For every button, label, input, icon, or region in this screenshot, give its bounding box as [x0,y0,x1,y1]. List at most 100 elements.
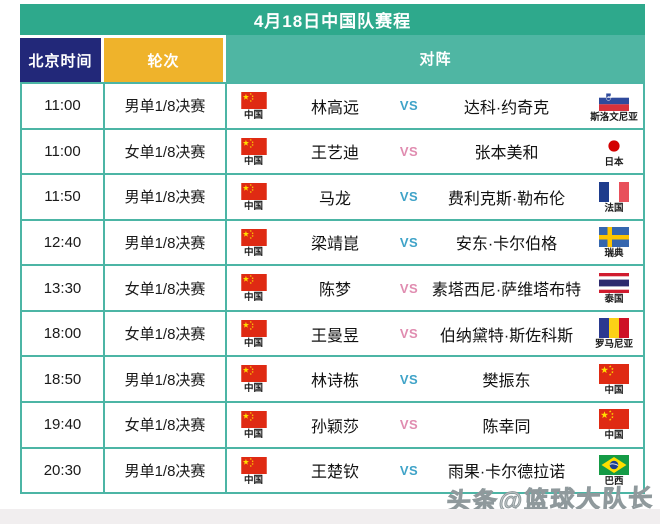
flag-ro-icon [599,318,629,339]
table-row: 20:30 男单1/8决赛 中国 王楚钦 VS 雨果·卡尔德拉诺 巴西 [22,446,643,493]
matchup-cell: 中国 王艺迪 VS 张本美和 日本 [227,130,643,174]
match-time: 20:30 [22,448,105,493]
player-name: 马龙 [318,190,351,208]
opponent-name: 陈幸同 [482,418,531,436]
player-name: 梁靖崑 [310,236,359,254]
match-round: 男单1/8决赛 [105,448,227,493]
flag-cn-icon [240,92,268,110]
player-country-label: 中国 [243,110,263,122]
opponent-name: 安东·卡尔伯格 [455,236,558,254]
col-header-round: 轮次 [104,38,223,82]
opponent-flag-box: 法国 [585,175,643,219]
opponent-flag-box: 斯洛文尼亚 [585,84,643,128]
opponent-name: 张本美和 [474,145,539,163]
match-round: 女单1/8决赛 [105,402,227,447]
table-row: 11:00 女单1/8决赛 中国 王艺迪 VS 张本美和 日本 [22,127,643,174]
match-time: 18:50 [22,357,105,401]
table-body: 11:00 男单1/8决赛 中国 林高远 VS 达科·约奇克 斯洛文尼亚 11:… [20,82,645,494]
vs-label: VS [399,189,419,205]
player-country-label: 中国 [243,383,263,395]
player-name: 林诗栋 [310,373,359,391]
match-time: 12:40 [22,220,105,265]
opponent-country-label: 中国 [604,384,624,396]
match-round: 男单1/8决赛 [105,357,227,401]
col-header-beijing-time: 北京时间 [20,38,101,82]
player-name: 王楚钦 [310,464,359,482]
matchup-cell: 中国 林高远 VS 达科·约奇克 斯洛文尼亚 [227,84,643,128]
match-round: 女单1/8决赛 [105,266,227,310]
matchup-cell: 中国 孙颖莎 VS 陈幸同 中国 [227,403,643,447]
player-name: 陈梦 [318,282,351,300]
flag-cn-icon [240,456,268,474]
player-flag-box: 中国 [227,357,280,401]
flag-cn-icon [240,183,268,201]
player-country-label: 中国 [243,474,263,486]
opponent-flag-box: 中国 [585,403,643,447]
player-flag-box: 中国 [227,312,280,356]
matchup-cell: 中国 梁靖崑 VS 安东·卡尔伯格 瑞典 [227,221,643,265]
player-country-label: 中国 [243,155,263,167]
match-time: 11:50 [22,175,105,219]
match-time: 18:00 [22,311,105,356]
table-row: 19:40 女单1/8决赛 中国 孙颖莎 VS 陈幸同 中国 [22,400,643,447]
vs-label: VS [399,143,419,159]
opponent-flag-box: 泰国 [585,266,643,310]
col-header-matchup: 对阵 [226,35,645,82]
vs-label: VS [399,326,419,342]
opponent-country-label: 日本 [604,157,624,169]
flag-cn-icon [240,410,268,428]
matchup-cell: 中国 马龙 VS 费利克斯·勒布伦 法国 [227,175,643,219]
flag-th-icon [599,272,629,293]
flag-br-icon [599,455,629,476]
opponent-name: 伯纳黛特·斯佐科斯 [439,327,574,345]
flag-cn-icon [240,137,268,155]
player-country-label: 中国 [243,201,263,213]
player-country-label: 中国 [243,292,263,304]
flag-cn-icon [240,365,268,383]
match-round: 女单1/8决赛 [105,129,227,174]
table-row: 13:30 女单1/8决赛 中国 陈梦 VS 素塔西尼·萨维塔布特 泰国 [22,264,643,310]
player-flag-box: 中国 [227,449,280,493]
table-row: 18:00 女单1/8决赛 中国 王曼昱 VS 伯纳黛特·斯佐科斯 罗马尼亚 [22,309,643,356]
opponent-name: 素塔西尼·萨维塔布特 [431,282,582,300]
player-flag-box: 中国 [227,84,280,128]
vs-label: VS [399,371,419,387]
bottom-band [0,509,660,524]
vs-label: VS [399,234,419,250]
vs-label: VS [399,280,419,296]
match-time: 11:00 [22,129,105,174]
opponent-country-label: 中国 [604,430,624,442]
player-name: 林高远 [310,99,359,117]
flag-se-icon [599,227,629,248]
player-name: 王艺迪 [310,145,359,163]
flag-fr-icon [599,181,629,202]
matchup-cell: 中国 陈梦 VS 素塔西尼·萨维塔布特 泰国 [227,266,643,310]
opponent-flag-box: 罗马尼亚 [585,312,643,356]
match-round: 男单1/8决赛 [105,175,227,219]
flag-si-icon [599,90,629,111]
vs-label: VS [399,98,419,114]
player-flag-box: 中国 [227,266,280,310]
opponent-name: 费利克斯·勒布伦 [447,190,566,208]
flag-cn-icon [240,319,268,337]
opponent-country-label: 瑞典 [604,248,624,260]
flag-cn-icon [240,228,268,246]
opponent-country-label: 罗马尼亚 [594,339,633,351]
player-flag-box: 中国 [227,403,280,447]
player-flag-box: 中国 [227,175,280,219]
table-row: 11:00 男单1/8决赛 中国 林高远 VS 达科·约奇克 斯洛文尼亚 [22,84,643,128]
match-time: 19:40 [22,402,105,447]
table-row: 11:50 男单1/8决赛 中国 马龙 VS 费利克斯·勒布伦 法国 [22,173,643,219]
table-title: 4月18日中国队赛程 [20,4,645,35]
matchup-cell: 中国 王曼昱 VS 伯纳黛特·斯佐科斯 罗马尼亚 [227,312,643,356]
vs-label: VS [399,417,419,433]
player-country-label: 中国 [243,337,263,349]
vs-label: VS [399,462,419,478]
opponent-country-label: 巴西 [604,476,624,488]
player-name: 孙颖莎 [310,418,359,436]
flag-cn-icon [240,274,268,292]
opponent-name: 樊振东 [482,373,531,391]
match-round: 男单1/8决赛 [105,220,227,265]
opponent-country-label: 泰国 [604,293,624,305]
